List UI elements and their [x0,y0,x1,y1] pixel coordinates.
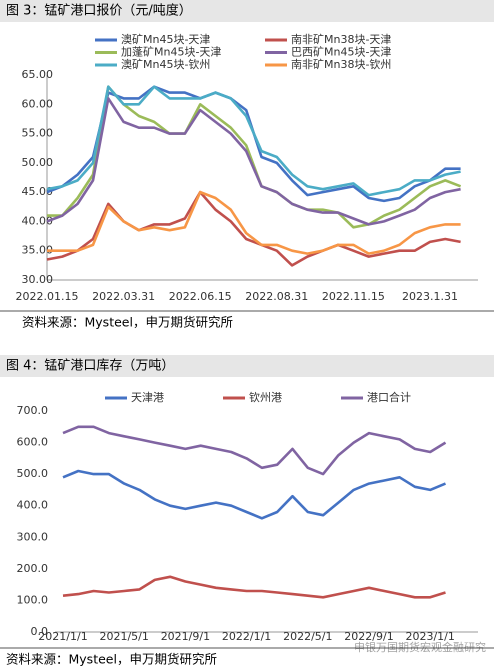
chart-title: 图 4：锰矿港口库存（万吨） [6,358,174,374]
y-tick-label: 600.0 [17,436,49,449]
y-tick-label: 200.0 [17,562,49,575]
legend-label: 澳矿Mn45块-天津 [121,33,210,46]
x-tick-label: 2021/1/1 [38,630,87,643]
line-series [46,97,461,226]
line-series [62,469,446,520]
y-tick-label: 500.0 [17,467,49,480]
header-band [0,0,494,22]
x-tick-label: 2021/9/1 [161,630,210,643]
legend-label: 港口合计 [367,390,411,404]
y-tick-label: 60.00 [22,97,54,110]
watermark: 申银万国期货宏观金融研究 [354,640,486,654]
x-tick-label: 2023/1/1 [405,630,454,643]
source: 资料来源：Mysteel，申万期货研究所 [6,652,217,667]
y-tick-label: 65.00 [22,68,54,81]
y-tick-label: 50.00 [22,156,54,169]
line-series [62,575,446,599]
legend-label: 钦州港 [249,391,282,404]
x-tick-label: 2022.06.15 [169,290,232,303]
chart-title: 图 3：锰矿港口报价（元/吨度） [6,3,192,19]
source: 资料来源：Mysteel，申万期货研究所 [22,315,233,330]
legend-label: 天津港 [131,391,164,404]
y-tick-label: 30.00 [22,273,54,286]
y-tick-label: 55.00 [22,127,54,140]
y-tick-label: 45.00 [22,185,54,198]
x-tick-label: 2022/9/1 [344,630,393,643]
line-series [47,190,461,255]
legend-label: 南非矿Mn38块-天津 [291,33,391,46]
x-tick-label: 2021/5/1 [99,630,148,643]
x-tick-label: 2022.08.31 [245,290,308,303]
x-tick-label: 2022.03.31 [92,290,155,303]
line-series [46,190,461,267]
legend-label: 巴西矿Mn45块-天津 [291,46,391,59]
y-tick-label: 700.0 [17,404,49,417]
legend-label: 澳矿Mn45块-钦州 [121,58,210,71]
x-tick-label: 2022/5/1 [283,630,332,643]
x-tick-label: 2023.1.31 [402,290,458,303]
y-tick-label: 0.0 [31,625,49,638]
line-series [62,425,447,476]
x-tick-label: 2022/1/1 [222,630,271,643]
x-tick-label: 2022.01.15 [16,290,79,303]
y-tick-label: 40.00 [22,214,54,227]
line-series [46,85,461,197]
legend-label: 南非矿Mn38块-钦州 [291,58,391,71]
line-series [46,85,461,203]
x-tick-label: 2022.11.15 [322,290,385,303]
y-tick-label: 35.00 [22,244,54,257]
y-tick-label: 400.0 [17,499,49,512]
y-tick-label: 300.0 [17,530,49,543]
y-tick-label: 100.0 [17,593,49,606]
legend-label: 加蓬矿Mn45块-天津 [121,46,221,59]
header-band [0,355,494,377]
